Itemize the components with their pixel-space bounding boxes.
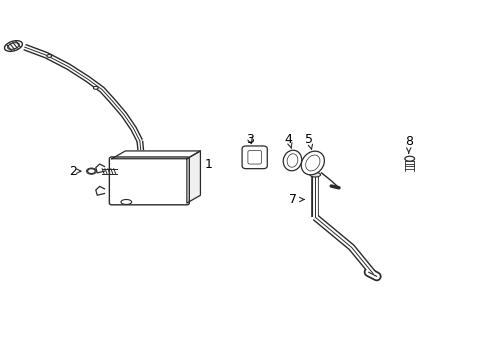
Text: 6: 6	[141, 183, 154, 195]
Text: 3: 3	[246, 133, 254, 146]
Text: 5: 5	[305, 133, 313, 149]
Ellipse shape	[8, 42, 19, 49]
Text: 8: 8	[405, 135, 413, 153]
Ellipse shape	[405, 156, 415, 161]
Text: 2: 2	[69, 165, 81, 177]
Text: 1: 1	[188, 158, 213, 171]
FancyBboxPatch shape	[242, 146, 267, 168]
Ellipse shape	[306, 155, 320, 171]
Ellipse shape	[121, 199, 132, 204]
Polygon shape	[112, 151, 200, 159]
Ellipse shape	[88, 168, 96, 174]
Text: 7: 7	[290, 193, 304, 206]
Ellipse shape	[47, 54, 52, 57]
FancyBboxPatch shape	[109, 157, 189, 205]
FancyBboxPatch shape	[248, 150, 262, 164]
Polygon shape	[187, 151, 200, 203]
Ellipse shape	[301, 151, 324, 175]
Ellipse shape	[283, 150, 302, 171]
Ellipse shape	[310, 172, 320, 177]
Text: 4: 4	[285, 133, 293, 149]
Ellipse shape	[94, 86, 98, 89]
Ellipse shape	[4, 41, 23, 51]
Ellipse shape	[287, 154, 298, 167]
